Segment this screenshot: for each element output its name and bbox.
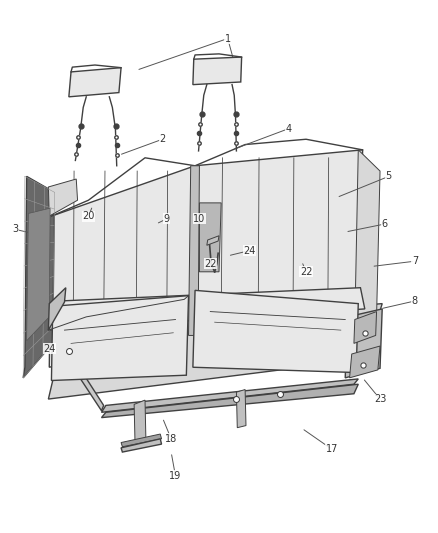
Text: 6: 6 — [381, 219, 388, 229]
Text: 1: 1 — [225, 34, 231, 44]
Polygon shape — [345, 309, 382, 378]
Polygon shape — [121, 434, 162, 447]
Text: 23: 23 — [374, 394, 386, 404]
Text: 9: 9 — [164, 214, 170, 224]
Text: 2: 2 — [159, 134, 166, 144]
Polygon shape — [199, 203, 221, 272]
Text: 7: 7 — [412, 256, 418, 266]
Polygon shape — [188, 166, 199, 335]
Text: 18: 18 — [165, 434, 177, 444]
Polygon shape — [193, 150, 363, 335]
Text: 20: 20 — [82, 211, 95, 221]
Polygon shape — [207, 236, 219, 245]
Polygon shape — [134, 400, 146, 442]
Polygon shape — [23, 176, 54, 378]
Polygon shape — [51, 296, 188, 381]
Text: 17: 17 — [326, 445, 338, 455]
Polygon shape — [354, 312, 377, 343]
Polygon shape — [69, 68, 121, 97]
Polygon shape — [193, 290, 358, 373]
Polygon shape — [27, 208, 50, 341]
Polygon shape — [48, 304, 382, 399]
Polygon shape — [48, 179, 78, 216]
Text: 3: 3 — [12, 224, 18, 235]
Text: 8: 8 — [412, 296, 418, 306]
Text: 5: 5 — [385, 172, 392, 181]
Polygon shape — [48, 288, 66, 330]
Polygon shape — [49, 166, 195, 367]
Text: 22: 22 — [300, 267, 312, 277]
Polygon shape — [355, 150, 380, 325]
Polygon shape — [48, 322, 104, 411]
Polygon shape — [102, 379, 358, 413]
Text: 4: 4 — [286, 124, 292, 134]
Polygon shape — [121, 439, 162, 452]
Polygon shape — [350, 346, 380, 378]
Polygon shape — [237, 390, 246, 427]
Text: 24: 24 — [243, 246, 256, 256]
Polygon shape — [102, 384, 358, 418]
Text: 24: 24 — [43, 344, 56, 354]
Polygon shape — [193, 57, 242, 85]
Text: 22: 22 — [204, 259, 216, 269]
Text: 19: 19 — [170, 471, 182, 481]
Polygon shape — [48, 288, 365, 330]
Text: 10: 10 — [193, 214, 205, 224]
